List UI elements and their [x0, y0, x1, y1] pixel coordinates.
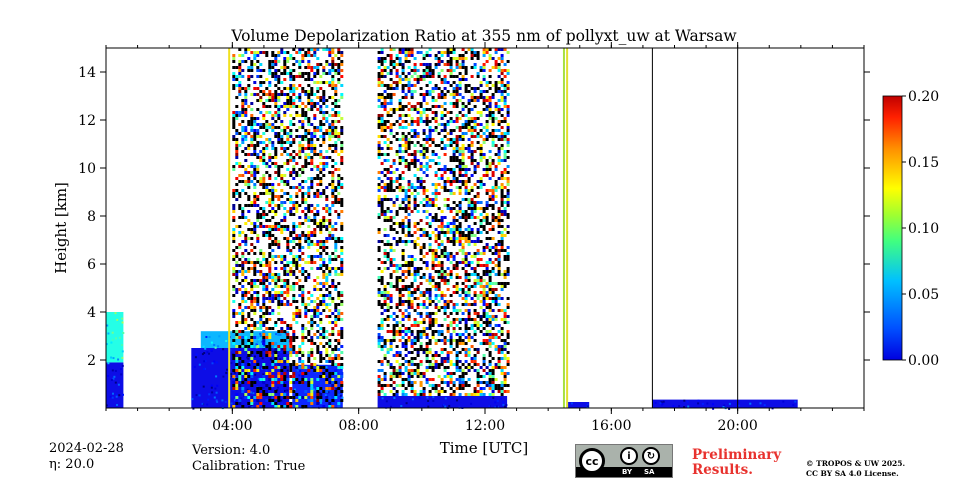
copyright-line1: © TROPOS & UW 2025.: [806, 459, 906, 468]
preliminary-line2: Results.: [692, 462, 753, 478]
y-tick-label: 2: [87, 353, 96, 369]
chart-title: Volume Depolarization Ratio at 355 nm of…: [230, 27, 737, 45]
axis-ticks: 04:00 08:00 12:00 16:00 20:00 2 4 6 8 10 12 14: [78, 42, 870, 434]
footer-version: Version: 4.0: [192, 443, 271, 458]
colorbar-tick-label: 0.00: [908, 353, 939, 369]
cc-sa-share-icon: ↻: [642, 447, 660, 465]
x-tick-label: 20:00: [717, 418, 757, 434]
colorbar-gradient: [882, 95, 903, 361]
feature-aerosol-patch-early: [106, 312, 125, 365]
footer-date: 2024-02-28: [49, 441, 124, 456]
y-tick-label: 4: [87, 305, 96, 321]
y-axis-label: Height [km]: [52, 182, 70, 274]
colorbar-tick-label: 0.05: [908, 287, 939, 303]
footer-date-block: 2024-02-28 η: 20.0: [49, 441, 124, 473]
copyright-notice: © TROPOS & UW 2025. CC BY SA 4.0 License…: [806, 459, 905, 479]
footer-eta: η: 20.0: [49, 457, 95, 472]
footer-version-block: Version: 4.0 Calibration: True: [192, 443, 305, 475]
colorbar: 0.00 0.05 0.10 0.15 0.20: [882, 89, 939, 369]
cc-by-person-icon: i: [620, 447, 638, 465]
colorbar-ticks: 0.00 0.05 0.10 0.15 0.20: [902, 89, 939, 369]
preliminary-notice: Preliminary Results.: [692, 448, 781, 478]
cc-by-label: BY: [622, 468, 633, 476]
feature-noise-region-midday: [377, 48, 510, 396]
colorbar-tick-label: 0.10: [908, 221, 939, 237]
y-tick-label: 12: [78, 113, 96, 129]
y-tick-label: 6: [87, 257, 96, 273]
y-tick-label: 8: [87, 209, 96, 225]
plot-area: 04:00 08:00 12:00 16:00 20:00 2 4 6 8 10 12 14: [78, 42, 870, 434]
feature-boundary-layer-early: [106, 362, 124, 408]
feature-noise-region-morning: [232, 48, 344, 408]
x-axis-label: Time [UTC]: [440, 439, 529, 457]
cc-logo-icon: cc: [579, 448, 605, 474]
cc-license-badge: cc i ↻ BY SA: [575, 444, 673, 478]
x-tick-label: 04:00: [212, 418, 252, 434]
feature-surface-layer-midday: [377, 396, 508, 409]
cc-badge-band: [576, 467, 672, 477]
x-tick-label: 16:00: [591, 418, 631, 434]
y-tick-label: 10: [78, 161, 96, 177]
heatmap: [106, 48, 798, 410]
cc-sa-label: SA: [644, 468, 655, 476]
x-tick-label: 12:00: [465, 418, 505, 434]
copyright-line2: CC BY SA 4.0 License.: [806, 469, 899, 478]
preliminary-line1: Preliminary: [692, 447, 782, 463]
footer-calibration: Calibration: True: [192, 459, 306, 474]
feature-surface-layer-afternoon: [567, 402, 590, 408]
x-tick-label: 08:00: [338, 418, 378, 434]
colorbar-tick-label: 0.15: [908, 155, 939, 171]
y-tick-label: 14: [78, 65, 96, 81]
colorbar-tick-label: 0.20: [908, 89, 939, 105]
feature-surface-layer-evening: [652, 399, 798, 410]
